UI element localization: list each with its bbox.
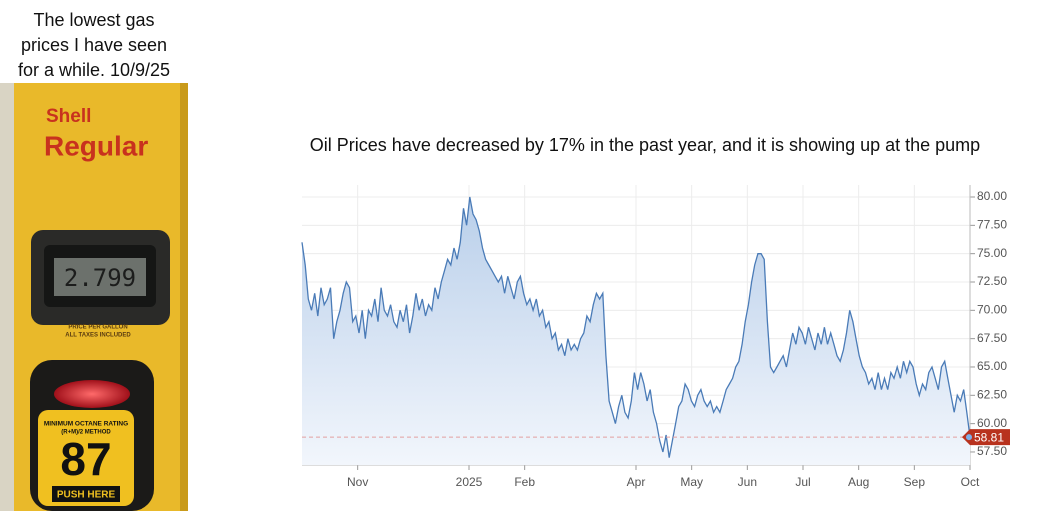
x-tick-label: Apr	[627, 475, 646, 489]
x-tick-label: Jun	[738, 475, 757, 489]
octane-note: (R+M)/2 METHOD	[61, 430, 111, 436]
price: 2.799	[64, 264, 136, 292]
brand: Shell	[46, 106, 91, 127]
x-tick-label: Feb	[514, 475, 535, 489]
red-light	[54, 380, 130, 408]
caption-text: The lowest gas prices I have seen for a wh…	[18, 10, 170, 80]
x-tick-label: 2025	[456, 475, 483, 489]
octane-label	[38, 410, 134, 506]
y-tick-label: 60.00	[977, 416, 1007, 430]
x-tick-label: Jul	[795, 475, 810, 489]
line	[301, 196, 971, 458]
octane: 87	[60, 433, 111, 485]
pump-photo: Shell Regular 2.799 PRICE PER GALLON ALL…	[0, 83, 188, 511]
x-tick-label: Sep	[904, 475, 926, 489]
price-note: ALL TAXES INCLUDED	[65, 333, 131, 339]
area	[302, 197, 970, 465]
y-tick-label: 57.50	[977, 444, 1007, 458]
y-tick-label: 70.00	[977, 302, 1007, 316]
chart-title: Oil Prices have decreased by 17% in the …	[310, 135, 980, 155]
x-tick-label: Aug	[848, 475, 869, 489]
price-note: PRICE PER GALLON	[68, 325, 127, 331]
pump-shadow	[180, 83, 188, 511]
y-tick-label: 75.00	[977, 246, 1007, 260]
x-tick-label: May	[680, 475, 703, 489]
y-tick-label: 67.50	[977, 331, 1007, 345]
y-tick-label: 65.00	[977, 359, 1007, 373]
x-tick-label: Oct	[961, 475, 980, 489]
last-value-badge	[962, 429, 1010, 446]
y-tick-label: 62.50	[977, 387, 1007, 401]
button-strip	[52, 486, 120, 502]
y-tick-label: 72.50	[977, 274, 1007, 288]
octane-note: MINIMUM OCTANE RATING	[44, 421, 128, 428]
pump-edge	[0, 83, 14, 511]
y-tick-label: 80.00	[977, 189, 1007, 203]
grade: Regular	[44, 130, 148, 161]
button-label: PUSH HERE	[57, 490, 116, 501]
last-value-label: 58.81	[974, 430, 1004, 444]
display-lcd	[54, 258, 146, 296]
y-tick-label: 77.50	[977, 218, 1007, 232]
plot: 57.50 60.00 62.50 65.00 67.50 70.00 72.50 75.00…	[301, 185, 1010, 489]
last-value-dot	[966, 434, 972, 441]
x-tick-label: Nov	[347, 475, 368, 489]
caption: The lowest gas prices I have seen for a wh…	[18, 10, 170, 80]
